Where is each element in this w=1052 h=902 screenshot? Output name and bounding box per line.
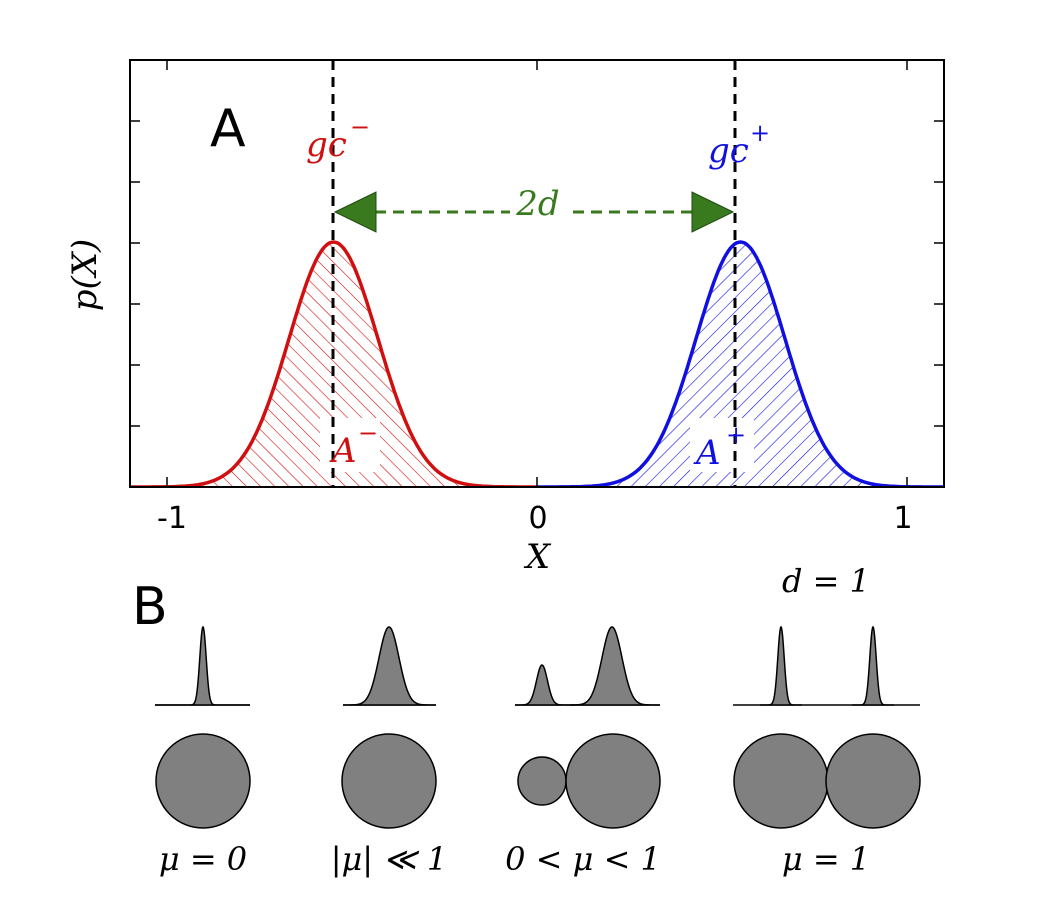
distance-arrow-right-head — [691, 191, 735, 233]
y-ticks — [130, 120, 944, 427]
case-label: 0 < μ < 1 — [505, 840, 661, 878]
area-minus-label-bg — [320, 418, 380, 472]
area-plus-fill — [537, 242, 944, 487]
case-label: |μ| ≪ 1 — [331, 840, 448, 878]
peak-large — [570, 626, 660, 706]
case-mu-between: 0 < μ < 1 — [505, 626, 661, 878]
circle-right — [825, 733, 921, 829]
area-minus-label: A — [329, 431, 357, 471]
panel-b-letter: B — [132, 577, 168, 637]
area-plus-label-bg — [690, 418, 754, 472]
xtick-label-0: 0 — [528, 501, 547, 536]
panel-a: 2d -1 0 1 X p(X) A gc − gc + A − A + — [65, 59, 945, 577]
area-plus-sup: + — [726, 421, 746, 449]
panel-b: B d = 1 μ = 0 |μ| ≪ 1 0 < μ < 1 — [132, 562, 921, 878]
circle — [341, 733, 437, 829]
peak-right — [852, 625, 894, 706]
case-label: μ = 1 — [782, 840, 870, 878]
d-equals-label: d = 1 — [782, 562, 870, 600]
gc-plus-sup: + — [750, 119, 770, 147]
curve-minus — [130, 240, 537, 487]
area-minus-fill — [130, 242, 537, 487]
plot-frame — [129, 59, 945, 488]
peak-small — [515, 664, 575, 706]
area-plus-label: A — [693, 433, 721, 473]
peak — [155, 625, 250, 706]
x-axis-label: X — [523, 537, 552, 577]
case-mu-small: |μ| ≪ 1 — [331, 626, 448, 878]
x-ticks — [166, 60, 908, 487]
y-axis-label: p(X) — [65, 239, 105, 312]
panel-a-letter: A — [210, 99, 246, 159]
curve-plus — [537, 240, 944, 487]
circle-large — [565, 733, 661, 829]
case-label: μ = 0 — [159, 840, 247, 878]
area-minus-sup: − — [358, 419, 378, 447]
distance-label: 2d — [515, 184, 559, 224]
xtick-label-1: 1 — [893, 501, 912, 536]
circle-left — [733, 733, 829, 829]
gc-minus-sup: − — [350, 113, 370, 141]
circle — [155, 733, 251, 829]
peak-left — [760, 625, 802, 706]
distance-arrow-left-head — [333, 191, 377, 233]
gc-minus-label: gc — [306, 125, 347, 165]
peak — [343, 626, 436, 706]
case-mu-0: μ = 0 — [155, 625, 251, 878]
circle-small — [517, 756, 567, 806]
gc-plus-label: gc — [708, 131, 749, 171]
case-mu-1: μ = 1 — [733, 625, 921, 878]
xtick-label-neg1: -1 — [157, 501, 187, 536]
distance-label-bg — [510, 184, 566, 228]
